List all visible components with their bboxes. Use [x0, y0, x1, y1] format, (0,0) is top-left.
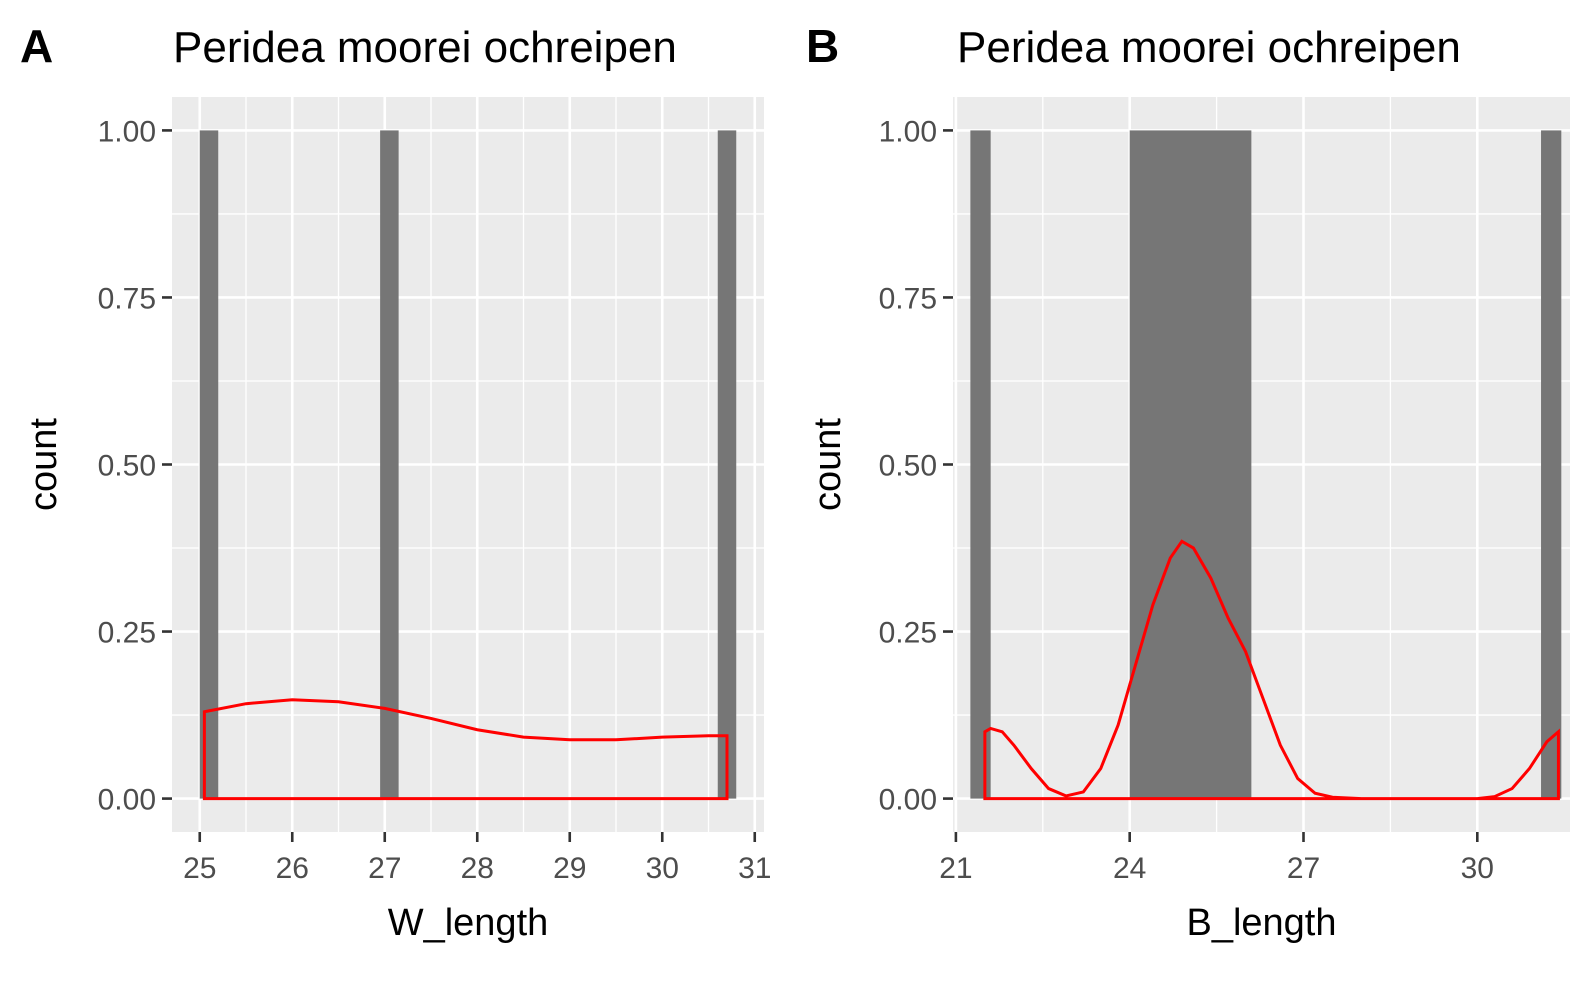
x-tick-label: 29: [553, 852, 586, 885]
x-tick-label: 28: [461, 852, 494, 885]
y-tick-label: 0.00: [98, 784, 156, 817]
x-tick-label: 30: [646, 852, 679, 885]
x-axis-title: W_length: [388, 902, 549, 944]
x-tick-label: 30: [1461, 852, 1494, 885]
x-tick-label: 26: [276, 852, 309, 885]
panel-a: A Peridea moorei ochreipen 0.00 0.25 0.50 0.7…: [20, 20, 771, 944]
histogram-bar: [1129, 130, 1252, 799]
density-curve: [983, 539, 1560, 801]
y-axis-title: count: [23, 418, 65, 511]
panel-tag: A: [20, 20, 53, 72]
x-tick-label: 27: [1287, 852, 1320, 885]
y-tick-label: 0.00: [879, 784, 937, 817]
y-tick-label: 1.00: [98, 115, 156, 148]
histogram-bar: [380, 130, 399, 799]
histogram-bar: [199, 130, 219, 799]
x-tick-label: 31: [738, 852, 771, 885]
y-axis-title: count: [807, 418, 849, 511]
panel-tag: B: [806, 20, 839, 72]
x-tick-label: 24: [1113, 852, 1146, 885]
histogram-bar: [1541, 130, 1562, 799]
x-tick-label: 25: [183, 852, 216, 885]
y-tick-label: 0.50: [879, 450, 937, 483]
density-curve: [202, 698, 729, 801]
y-tick-label: 0.25: [98, 617, 156, 650]
x-tick-label: 21: [939, 852, 972, 885]
y-tick-label: 0.25: [879, 617, 937, 650]
y-tick-label: 0.50: [98, 450, 156, 483]
x-tick-label: 27: [368, 852, 401, 885]
y-tick-label: 0.75: [98, 282, 156, 315]
x-axis-title: B_length: [1186, 902, 1336, 944]
panel-b: B Peridea moorei ochreipen 0.00 0.25 0.50 0.7…: [806, 20, 1570, 944]
histogram-bar: [970, 130, 991, 799]
chart-title: Peridea moorei ochreipen: [957, 23, 1461, 72]
chart-title: Peridea moorei ochreipen: [173, 23, 677, 72]
y-tick-label: 1.00: [879, 115, 937, 148]
y-tick-label: 0.75: [879, 282, 937, 315]
histogram-bar: [717, 130, 737, 799]
